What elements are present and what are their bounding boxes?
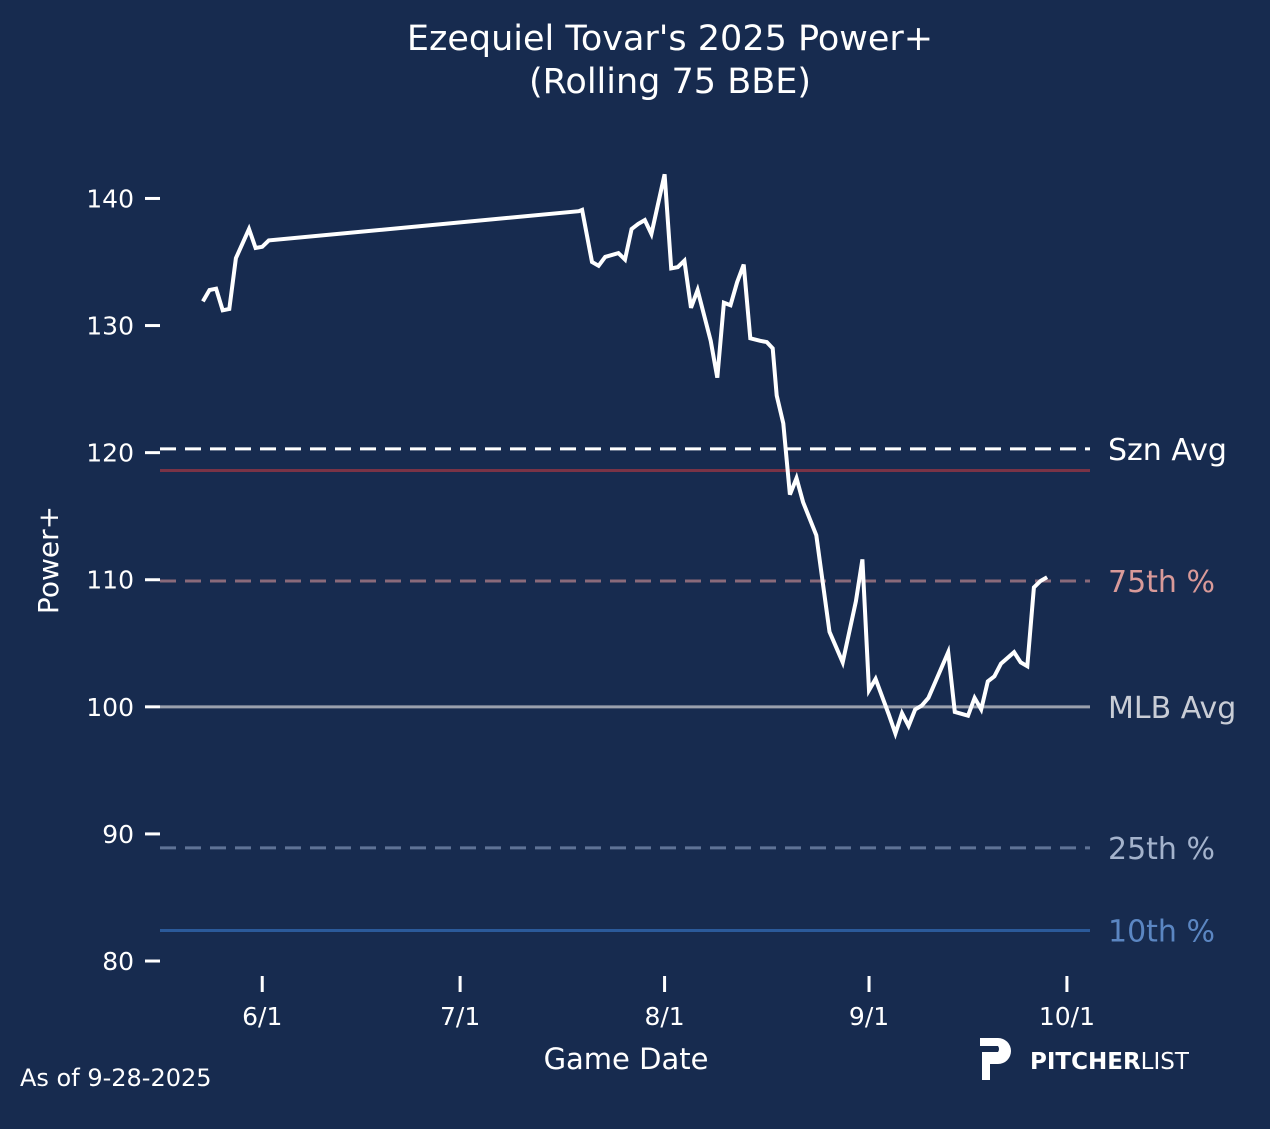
reference-line-label: 10th % xyxy=(1108,915,1215,950)
series xyxy=(201,173,1049,740)
y-axis-label: Power+ xyxy=(32,506,65,614)
chart-title: Ezequiel Tovar's 2025 Power+ xyxy=(407,19,933,59)
x-tick-label: 7/1 xyxy=(440,1002,480,1031)
reference-line-label: 25th % xyxy=(1108,832,1215,867)
pitcherlist-p-icon xyxy=(980,1038,1011,1080)
x-axis: 6/1 7/1 8/1 9/1 10/1 xyxy=(242,976,1095,1031)
y-tick-label: 80 xyxy=(102,947,134,976)
reference-line-label: Szn Avg xyxy=(1108,433,1227,468)
reference-line-label: 75th % xyxy=(1108,565,1215,600)
chart-subtitle: (Rolling 75 BBE) xyxy=(529,62,811,102)
x-tick-label: 8/1 xyxy=(644,1002,684,1031)
y-tick-label: 100 xyxy=(86,693,134,722)
x-tick-label: 10/1 xyxy=(1039,1002,1095,1031)
logo-text-light: LIST xyxy=(1141,1049,1190,1075)
y-axis: 80 90 100 110 120 130 140 xyxy=(86,184,160,976)
y-tick-label: 140 xyxy=(86,184,134,213)
y-tick-label: 110 xyxy=(86,566,134,595)
logo-text-bold: PITCHER xyxy=(1030,1049,1141,1075)
svg-text:PITCHERLIST: PITCHERLIST xyxy=(1030,1049,1190,1075)
y-tick-label: 90 xyxy=(102,820,134,849)
x-axis-label: Game Date xyxy=(544,1042,709,1076)
series-line-power-plus xyxy=(201,173,1049,740)
y-tick-label: 130 xyxy=(86,312,134,341)
reference-lines: Szn Avg 75th % MLB Avg 25th % 10th % xyxy=(160,433,1236,950)
x-tick-label: 9/1 xyxy=(849,1002,889,1031)
pitcherlist-logo: PITCHERLIST xyxy=(980,1038,1190,1080)
x-tick-label: 6/1 xyxy=(242,1002,282,1031)
reference-line-label: MLB Avg xyxy=(1108,691,1236,726)
as-of-date: As of 9-28-2025 xyxy=(20,1064,212,1092)
y-tick-label: 120 xyxy=(86,439,134,468)
